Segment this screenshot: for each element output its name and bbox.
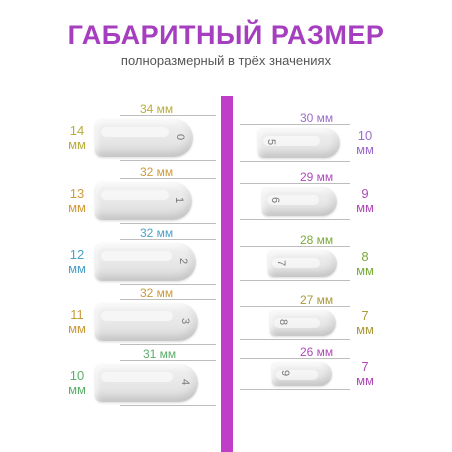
width-number: 10: [69, 368, 85, 383]
width-number: 13: [69, 186, 85, 201]
center-divider: [221, 96, 233, 452]
nail-length-label: 31 мм: [143, 347, 177, 361]
measure-line: [120, 115, 216, 116]
measure-line: [120, 405, 216, 406]
nail-size-number: 6: [269, 197, 282, 204]
measure-line: [120, 239, 216, 240]
width-unit: мм: [68, 321, 86, 336]
measure-line: [120, 160, 216, 161]
width-unit: мм: [68, 261, 86, 276]
nail-tip: 5: [258, 128, 340, 158]
nail-size-number: 5: [265, 138, 278, 146]
measure-line: [240, 218, 350, 220]
nail-width-label: 7 мм: [350, 307, 380, 337]
nail-length-label: 28 мм: [300, 233, 334, 247]
nail-shine: [275, 370, 318, 380]
width-number: 14: [69, 123, 85, 138]
measure-line: [120, 223, 216, 224]
nail-tip: 6: [262, 187, 337, 216]
width-unit: мм: [68, 200, 86, 215]
measure-line: [240, 161, 350, 162]
width-number: 8: [361, 248, 369, 264]
measure-line: [120, 344, 216, 345]
nail-length-label: 32 мм: [140, 286, 174, 300]
width-number: 12: [69, 247, 85, 262]
nail-shine: [273, 318, 321, 328]
nail-tip: 1: [95, 182, 192, 220]
width-unit: мм: [356, 373, 374, 388]
nail-width-label: 9 мм: [350, 187, 380, 215]
page-subtitle: полноразмерный в трёх значениях: [120, 53, 332, 68]
nail-size-number: 4: [179, 378, 192, 386]
nail-shine: [100, 190, 169, 200]
nail-width-label: 14 мм: [62, 124, 92, 152]
nail-tip: 8: [270, 310, 336, 336]
width-unit: мм: [356, 200, 374, 216]
nail-width-label: 13 мм: [62, 187, 92, 215]
nail-width-label: 10 мм: [350, 129, 380, 157]
measure-line: [240, 389, 350, 390]
width-unit: мм: [68, 137, 86, 152]
measure-line: [240, 338, 350, 340]
measure-line: [120, 299, 216, 300]
nail-size-number: 7: [275, 259, 288, 266]
nail-length-label: 30 мм: [300, 111, 334, 125]
width-unit: мм: [356, 262, 374, 278]
nail-width-label: 8 мм: [350, 248, 380, 278]
page-title: ГАБАРИТНЫЙ РАЗМЕР: [67, 20, 385, 50]
nail-length-label: 32 мм: [140, 226, 174, 240]
nail-width-label: 10 мм: [62, 369, 92, 397]
nail-size-number: 9: [279, 369, 292, 377]
measure-line: [240, 280, 350, 281]
width-unit: мм: [356, 142, 374, 157]
nail-size-number: 2: [177, 257, 190, 265]
nail-tip: 3: [95, 303, 198, 341]
measure-line: [240, 246, 350, 247]
width-unit: мм: [68, 382, 86, 397]
nail-size-number: 3: [179, 317, 192, 325]
width-number: 7: [361, 307, 369, 323]
measure-line: [120, 178, 216, 179]
nail-shine: [262, 136, 321, 146]
nail-shine: [101, 251, 172, 261]
nail-length-label: 32 мм: [140, 165, 174, 179]
measure-line: [120, 284, 216, 285]
measure-line: [120, 360, 216, 361]
nail-width-label: 11 мм: [62, 308, 92, 336]
measure-line: [240, 358, 350, 359]
nail-width-label: 7 мм: [350, 360, 380, 388]
width-number: 11: [70, 307, 84, 322]
nail-tip: 9: [272, 362, 332, 386]
nail-tip: 7: [268, 250, 337, 277]
nail-size-number: 8: [277, 318, 290, 325]
nail-length-label: 34 мм: [140, 102, 174, 116]
width-number: 7: [361, 359, 369, 374]
nail-tip: 4: [95, 364, 198, 402]
nail-tip: 0: [95, 119, 193, 157]
nail-length-label: 29 мм: [300, 170, 334, 184]
measure-line: [240, 124, 350, 125]
width-number: 10: [357, 128, 373, 143]
nail-size-number: 0: [174, 133, 187, 141]
nail-shine: [272, 258, 321, 268]
measure-line: [240, 183, 350, 184]
nail-size-number: 1: [173, 196, 186, 204]
nail-length-label: 27 мм: [300, 293, 334, 307]
nail-shine: [101, 372, 174, 382]
nail-width-label: 12 мм: [62, 248, 92, 276]
width-number: 9: [361, 186, 369, 202]
nail-length-label: 26 мм: [300, 345, 334, 359]
nail-shine: [101, 311, 174, 321]
nail-tip: 2: [95, 243, 196, 281]
measure-line: [240, 306, 350, 307]
width-unit: мм: [356, 321, 374, 337]
nail-shine: [100, 127, 170, 137]
nail-shine: [266, 195, 319, 205]
